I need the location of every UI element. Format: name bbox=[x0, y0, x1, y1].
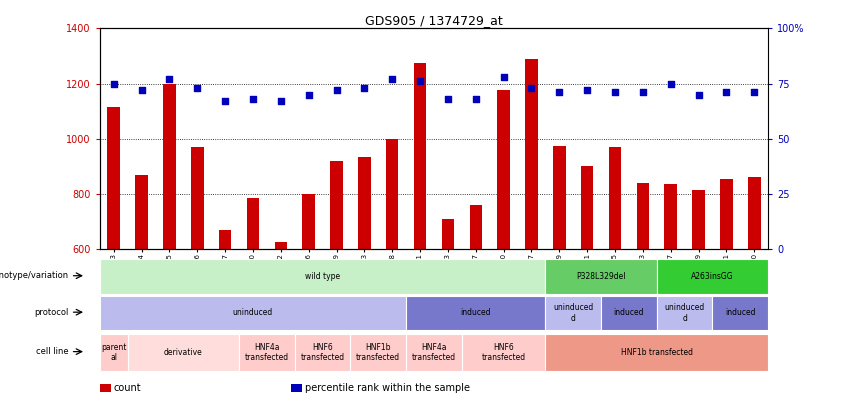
Text: genotype/variation: genotype/variation bbox=[0, 271, 69, 280]
Bar bbox=[406, 334, 462, 371]
Text: uninduced: uninduced bbox=[233, 308, 273, 318]
Bar bbox=[100, 259, 545, 294]
Bar bbox=[302, 194, 315, 249]
Point bbox=[107, 80, 121, 87]
Point bbox=[692, 92, 706, 98]
Text: parent
al: parent al bbox=[101, 343, 127, 362]
Bar bbox=[358, 157, 371, 249]
Bar bbox=[274, 242, 287, 249]
Point bbox=[330, 87, 344, 94]
Point bbox=[469, 96, 483, 102]
Point bbox=[190, 85, 204, 91]
Text: HNF6
transfected: HNF6 transfected bbox=[300, 343, 345, 362]
Bar bbox=[525, 59, 538, 249]
Bar bbox=[748, 177, 760, 249]
Bar bbox=[219, 230, 232, 249]
Text: cell line: cell line bbox=[36, 347, 69, 356]
Bar bbox=[657, 296, 713, 330]
Text: HNF4a
transfected: HNF4a transfected bbox=[245, 343, 289, 362]
Bar bbox=[497, 90, 510, 249]
Point bbox=[162, 76, 176, 82]
Bar bbox=[601, 296, 657, 330]
Text: protocol: protocol bbox=[35, 308, 69, 317]
Text: P328L329del: P328L329del bbox=[576, 272, 626, 281]
Point bbox=[302, 92, 316, 98]
Bar bbox=[191, 147, 204, 249]
Bar bbox=[135, 175, 148, 249]
Point bbox=[358, 85, 372, 91]
Bar bbox=[239, 334, 295, 371]
Bar bbox=[291, 384, 302, 392]
Text: derivative: derivative bbox=[164, 348, 203, 357]
Text: uninduced
d: uninduced d bbox=[553, 303, 594, 322]
Point bbox=[720, 89, 733, 96]
Point bbox=[441, 96, 455, 102]
Bar bbox=[720, 179, 733, 249]
Bar bbox=[247, 198, 260, 249]
Point bbox=[246, 96, 260, 102]
Point bbox=[580, 87, 594, 94]
Point bbox=[135, 87, 148, 94]
Bar bbox=[545, 296, 601, 330]
Text: induced: induced bbox=[614, 308, 644, 318]
Text: induced: induced bbox=[461, 308, 491, 318]
Bar bbox=[100, 296, 406, 330]
Point bbox=[636, 89, 650, 96]
Bar bbox=[100, 384, 111, 392]
Text: wild type: wild type bbox=[305, 272, 340, 281]
Bar bbox=[414, 63, 426, 249]
Bar bbox=[351, 334, 406, 371]
Bar bbox=[295, 334, 351, 371]
Bar bbox=[100, 334, 128, 371]
Bar bbox=[128, 334, 239, 371]
Point bbox=[524, 85, 538, 91]
Bar bbox=[581, 166, 594, 249]
Text: HNF1b
transfected: HNF1b transfected bbox=[356, 343, 400, 362]
Bar bbox=[636, 183, 649, 249]
Point bbox=[664, 80, 678, 87]
Bar bbox=[163, 83, 175, 249]
Text: HNF1b transfected: HNF1b transfected bbox=[621, 348, 693, 357]
Bar bbox=[664, 184, 677, 249]
Title: GDS905 / 1374729_at: GDS905 / 1374729_at bbox=[365, 14, 503, 27]
Text: induced: induced bbox=[725, 308, 755, 318]
Bar bbox=[657, 259, 768, 294]
Bar bbox=[693, 190, 705, 249]
Bar bbox=[406, 296, 545, 330]
Point bbox=[747, 89, 761, 96]
Bar bbox=[386, 139, 398, 249]
Point bbox=[274, 98, 288, 104]
Text: count: count bbox=[114, 383, 141, 393]
Bar bbox=[713, 296, 768, 330]
Bar bbox=[545, 334, 768, 371]
Text: A263insGG: A263insGG bbox=[691, 272, 733, 281]
Bar bbox=[470, 205, 482, 249]
Point bbox=[413, 78, 427, 85]
Text: uninduced
d: uninduced d bbox=[665, 303, 705, 322]
Text: HNF6
transfected: HNF6 transfected bbox=[482, 343, 526, 362]
Bar bbox=[108, 107, 120, 249]
Point bbox=[552, 89, 566, 96]
Bar bbox=[442, 219, 454, 249]
Bar bbox=[553, 146, 566, 249]
Bar bbox=[608, 147, 621, 249]
Point bbox=[496, 74, 510, 80]
Text: HNF4a
transfected: HNF4a transfected bbox=[412, 343, 456, 362]
Point bbox=[608, 89, 622, 96]
Bar bbox=[545, 259, 657, 294]
Point bbox=[385, 76, 399, 82]
Bar bbox=[462, 334, 545, 371]
Bar bbox=[330, 161, 343, 249]
Point bbox=[218, 98, 232, 104]
Text: percentile rank within the sample: percentile rank within the sample bbox=[305, 383, 470, 393]
